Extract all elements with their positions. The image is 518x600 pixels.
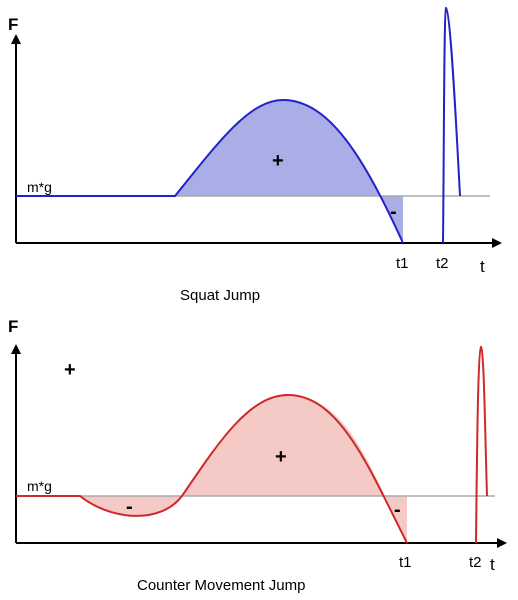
- squat-positive-area: [175, 100, 380, 196]
- squat-t1-label: t1: [396, 255, 409, 272]
- squat-landing-spike: [442, 6, 461, 244]
- squat-jump-diagram: F m*g + - t1 t2 t Squat Jump: [8, 6, 502, 304]
- cmj-positive-sign-outside: +: [64, 359, 76, 381]
- squat-bodyweight-label: m*g: [27, 179, 52, 195]
- cmj-positive-area: [182, 395, 385, 496]
- cmj-positive-sign: +: [275, 446, 287, 468]
- cmj-negative-sign-end: -: [394, 499, 401, 521]
- squat-negative-sign: -: [390, 201, 397, 223]
- cmj-negative-dip-area: [80, 496, 182, 516]
- cmj-caption: Counter Movement Jump: [137, 577, 305, 594]
- squat-x-axis-label: t: [480, 257, 485, 276]
- squat-positive-sign: +: [272, 150, 284, 172]
- cmj-bodyweight-label: m*g: [27, 478, 52, 494]
- cmj-negative-sign-dip: -: [126, 496, 133, 518]
- cmj-y-axis-label: F: [8, 317, 18, 336]
- cmj-landing-spike: [475, 345, 488, 544]
- cmj-x-axis-label: t: [490, 555, 495, 574]
- cmj-force-curve: [16, 393, 408, 544]
- squat-jump-caption: Squat Jump: [180, 287, 260, 304]
- squat-force-curve: [16, 98, 404, 244]
- cmj-t2-label: t2: [469, 554, 482, 571]
- squat-t2-label: t2: [436, 255, 449, 272]
- counter-movement-jump-diagram: F + m*g - + - t1 t2 t Counter Movement J…: [8, 317, 507, 594]
- cmj-t1-label: t1: [399, 554, 412, 571]
- squat-y-axis-label: F: [8, 15, 18, 34]
